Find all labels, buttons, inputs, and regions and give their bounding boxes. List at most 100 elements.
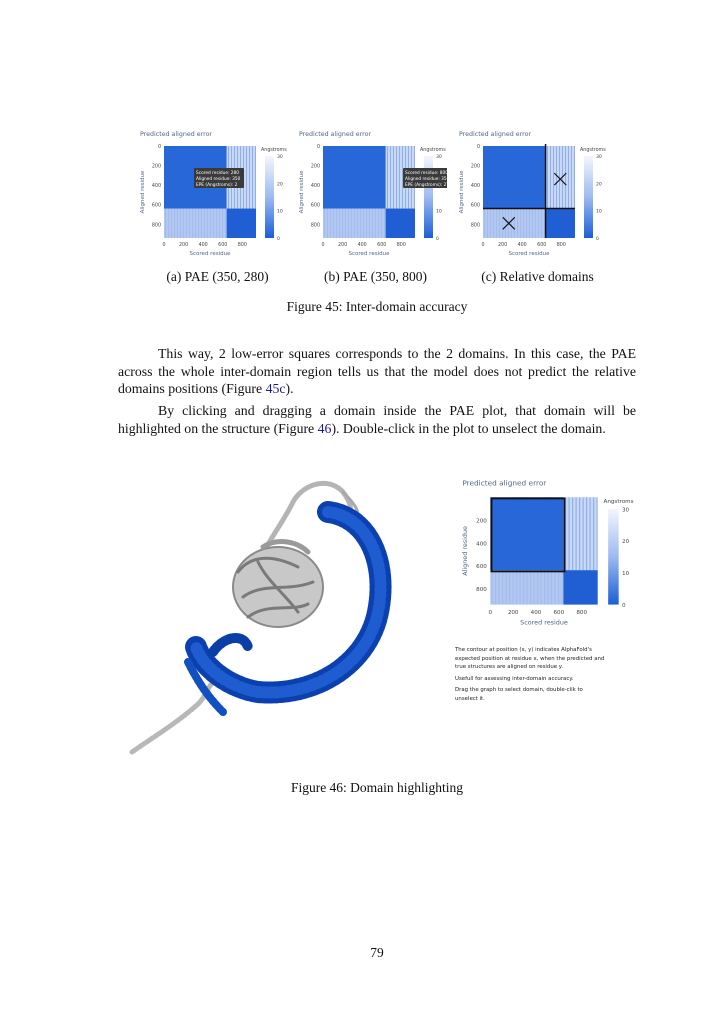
heatmap-domain <box>483 146 546 209</box>
x-tick-label: 0 <box>489 610 493 616</box>
y-tick-label: 600 <box>476 564 487 570</box>
plot-notes: The contour at position (x, y) indicates… <box>455 646 605 707</box>
tooltip-text: Scored residue: 800 <box>405 170 447 176</box>
y-axis-label: Aligned residue <box>299 170 305 213</box>
plot-title: Predicted aligned error <box>462 479 547 488</box>
link[interactable]: 46 <box>317 420 332 436</box>
colorbar-tick-label: 0 <box>277 236 280 242</box>
y-tick-label: 200 <box>476 518 487 524</box>
page-number: 79 <box>370 945 384 960</box>
heatmap-domain <box>323 146 386 209</box>
figure-caption: Figure 46: Domain highlighting <box>290 780 464 795</box>
y-tick-label: 800 <box>152 222 161 228</box>
x-tick-label: 800 <box>397 242 406 248</box>
colorbar-tick-label: 10 <box>596 209 602 215</box>
cross-mark <box>553 172 567 186</box>
colorbar-tick-label: 0 <box>622 603 626 609</box>
x-tick-label: 600 <box>537 242 546 248</box>
y-tick-label: 600 <box>152 203 161 209</box>
heatmap-domain <box>490 497 564 571</box>
heatmap-band <box>483 208 546 238</box>
colorbar-tick-label: 30 <box>277 154 283 160</box>
x-tick-label: 0 <box>481 242 484 248</box>
text: ). <box>285 381 294 397</box>
x-tick-label: 200 <box>508 610 519 616</box>
x-tick-label: 400 <box>531 610 542 616</box>
protein-structure <box>129 480 392 755</box>
x-tick-label: 800 <box>557 242 566 248</box>
tooltip-text: Aligned residue: 350 <box>405 176 447 182</box>
x-tick-label: 0 <box>321 242 324 248</box>
selection-box <box>490 497 566 573</box>
subcaption: (c) Relative domains <box>481 269 594 284</box>
plot-title: Predicted aligned error <box>299 131 371 138</box>
y-tick-label: 600 <box>471 203 480 209</box>
colorbar-tick-label: 20 <box>622 539 629 545</box>
y-tick-label: 800 <box>476 587 487 593</box>
heatmap-domain <box>563 570 598 605</box>
y-tick-label: 400 <box>476 541 487 547</box>
colorbar <box>424 156 433 238</box>
y-tick-label: 400 <box>152 183 161 189</box>
colorbar-title: Angstroms <box>420 147 446 153</box>
x-axis-label: Scored residue <box>509 251 551 257</box>
x-tick-label: 0 <box>162 242 165 248</box>
colorbar-tick-label: 10 <box>622 571 629 577</box>
tooltip-text: EPE (Angstroms): 27 <box>405 182 447 188</box>
y-tick-label: 400 <box>471 183 480 189</box>
tooltip <box>194 168 244 188</box>
x-tick-label: 600 <box>377 242 386 248</box>
heatmap-domain <box>226 208 256 238</box>
colorbar-title: Angstroms <box>261 147 287 153</box>
y-axis-label: Aligned residue <box>459 170 465 213</box>
tooltip-text: Scored residue: 280 <box>196 170 239 176</box>
colorbar-tick-label: 30 <box>596 154 602 160</box>
tooltip-text: Aligned residue: 350 <box>196 176 241 182</box>
cross-mark <box>502 216 516 230</box>
heatmap-band <box>490 570 564 605</box>
paragraph: This way, 2 low-error squares correspond… <box>118 345 636 398</box>
x-axis-label: Scored residue <box>190 251 232 257</box>
y-tick-label: 200 <box>152 164 161 170</box>
note: The contour at position (x, y) indicates… <box>455 647 605 671</box>
x-tick-label: 800 <box>576 610 587 616</box>
link[interactable]: 45c <box>265 381 286 397</box>
y-tick-label: 400 <box>311 183 320 189</box>
y-tick-label: 0 <box>477 144 480 150</box>
x-tick-label: 400 <box>358 242 367 248</box>
x-tick-label: 600 <box>554 610 565 616</box>
y-tick-label: 600 <box>311 203 320 209</box>
note: Drag the graph to select domain, double-… <box>455 687 583 702</box>
y-axis-label: Aligned residue <box>461 526 469 576</box>
colorbar <box>584 156 593 238</box>
x-tick-label: 200 <box>179 242 188 248</box>
tooltip-text: EPE (Angstroms): 2 <box>196 182 238 188</box>
heatmap-domain <box>385 208 415 238</box>
x-tick-label: 400 <box>518 242 527 248</box>
y-tick-label: 0 <box>317 144 320 150</box>
text: This way, 2 low-error squares correspond… <box>118 346 636 397</box>
x-axis-label: Scored residue <box>349 251 391 257</box>
y-tick-label: 200 <box>311 164 320 170</box>
colorbar-tick-label: 10 <box>277 209 283 215</box>
y-tick-label: 0 <box>158 144 161 150</box>
colorbar-tick-label: 20 <box>596 181 602 187</box>
y-tick-label: 800 <box>311 222 320 228</box>
x-tick-label: 200 <box>338 242 347 248</box>
colorbar <box>608 508 619 605</box>
text: By clicking and dragging a domain inside… <box>118 403 636 436</box>
pae-plot: Predicted aligned error Aligned residue 0 2… <box>459 131 606 257</box>
y-tick-label: 800 <box>471 222 480 228</box>
heatmap-band <box>323 208 386 238</box>
plot-title: Predicted aligned error <box>140 131 212 138</box>
subcaption: (a) PAE (350, 280) <box>166 269 269 284</box>
colorbar <box>265 156 274 238</box>
figure-caption: Figure 45: Inter-domain accuracy <box>286 299 468 314</box>
y-axis-label: Aligned residue <box>140 170 146 213</box>
colorbar-title: Angstroms <box>604 499 634 505</box>
y-tick-label: 200 <box>471 164 480 170</box>
colorbar-tick-label: 0 <box>596 236 599 242</box>
pae-plot: Predicted aligned error Aligned residue 20… <box>461 479 634 627</box>
note: Usefull for assessing inter-domain accur… <box>455 675 574 682</box>
